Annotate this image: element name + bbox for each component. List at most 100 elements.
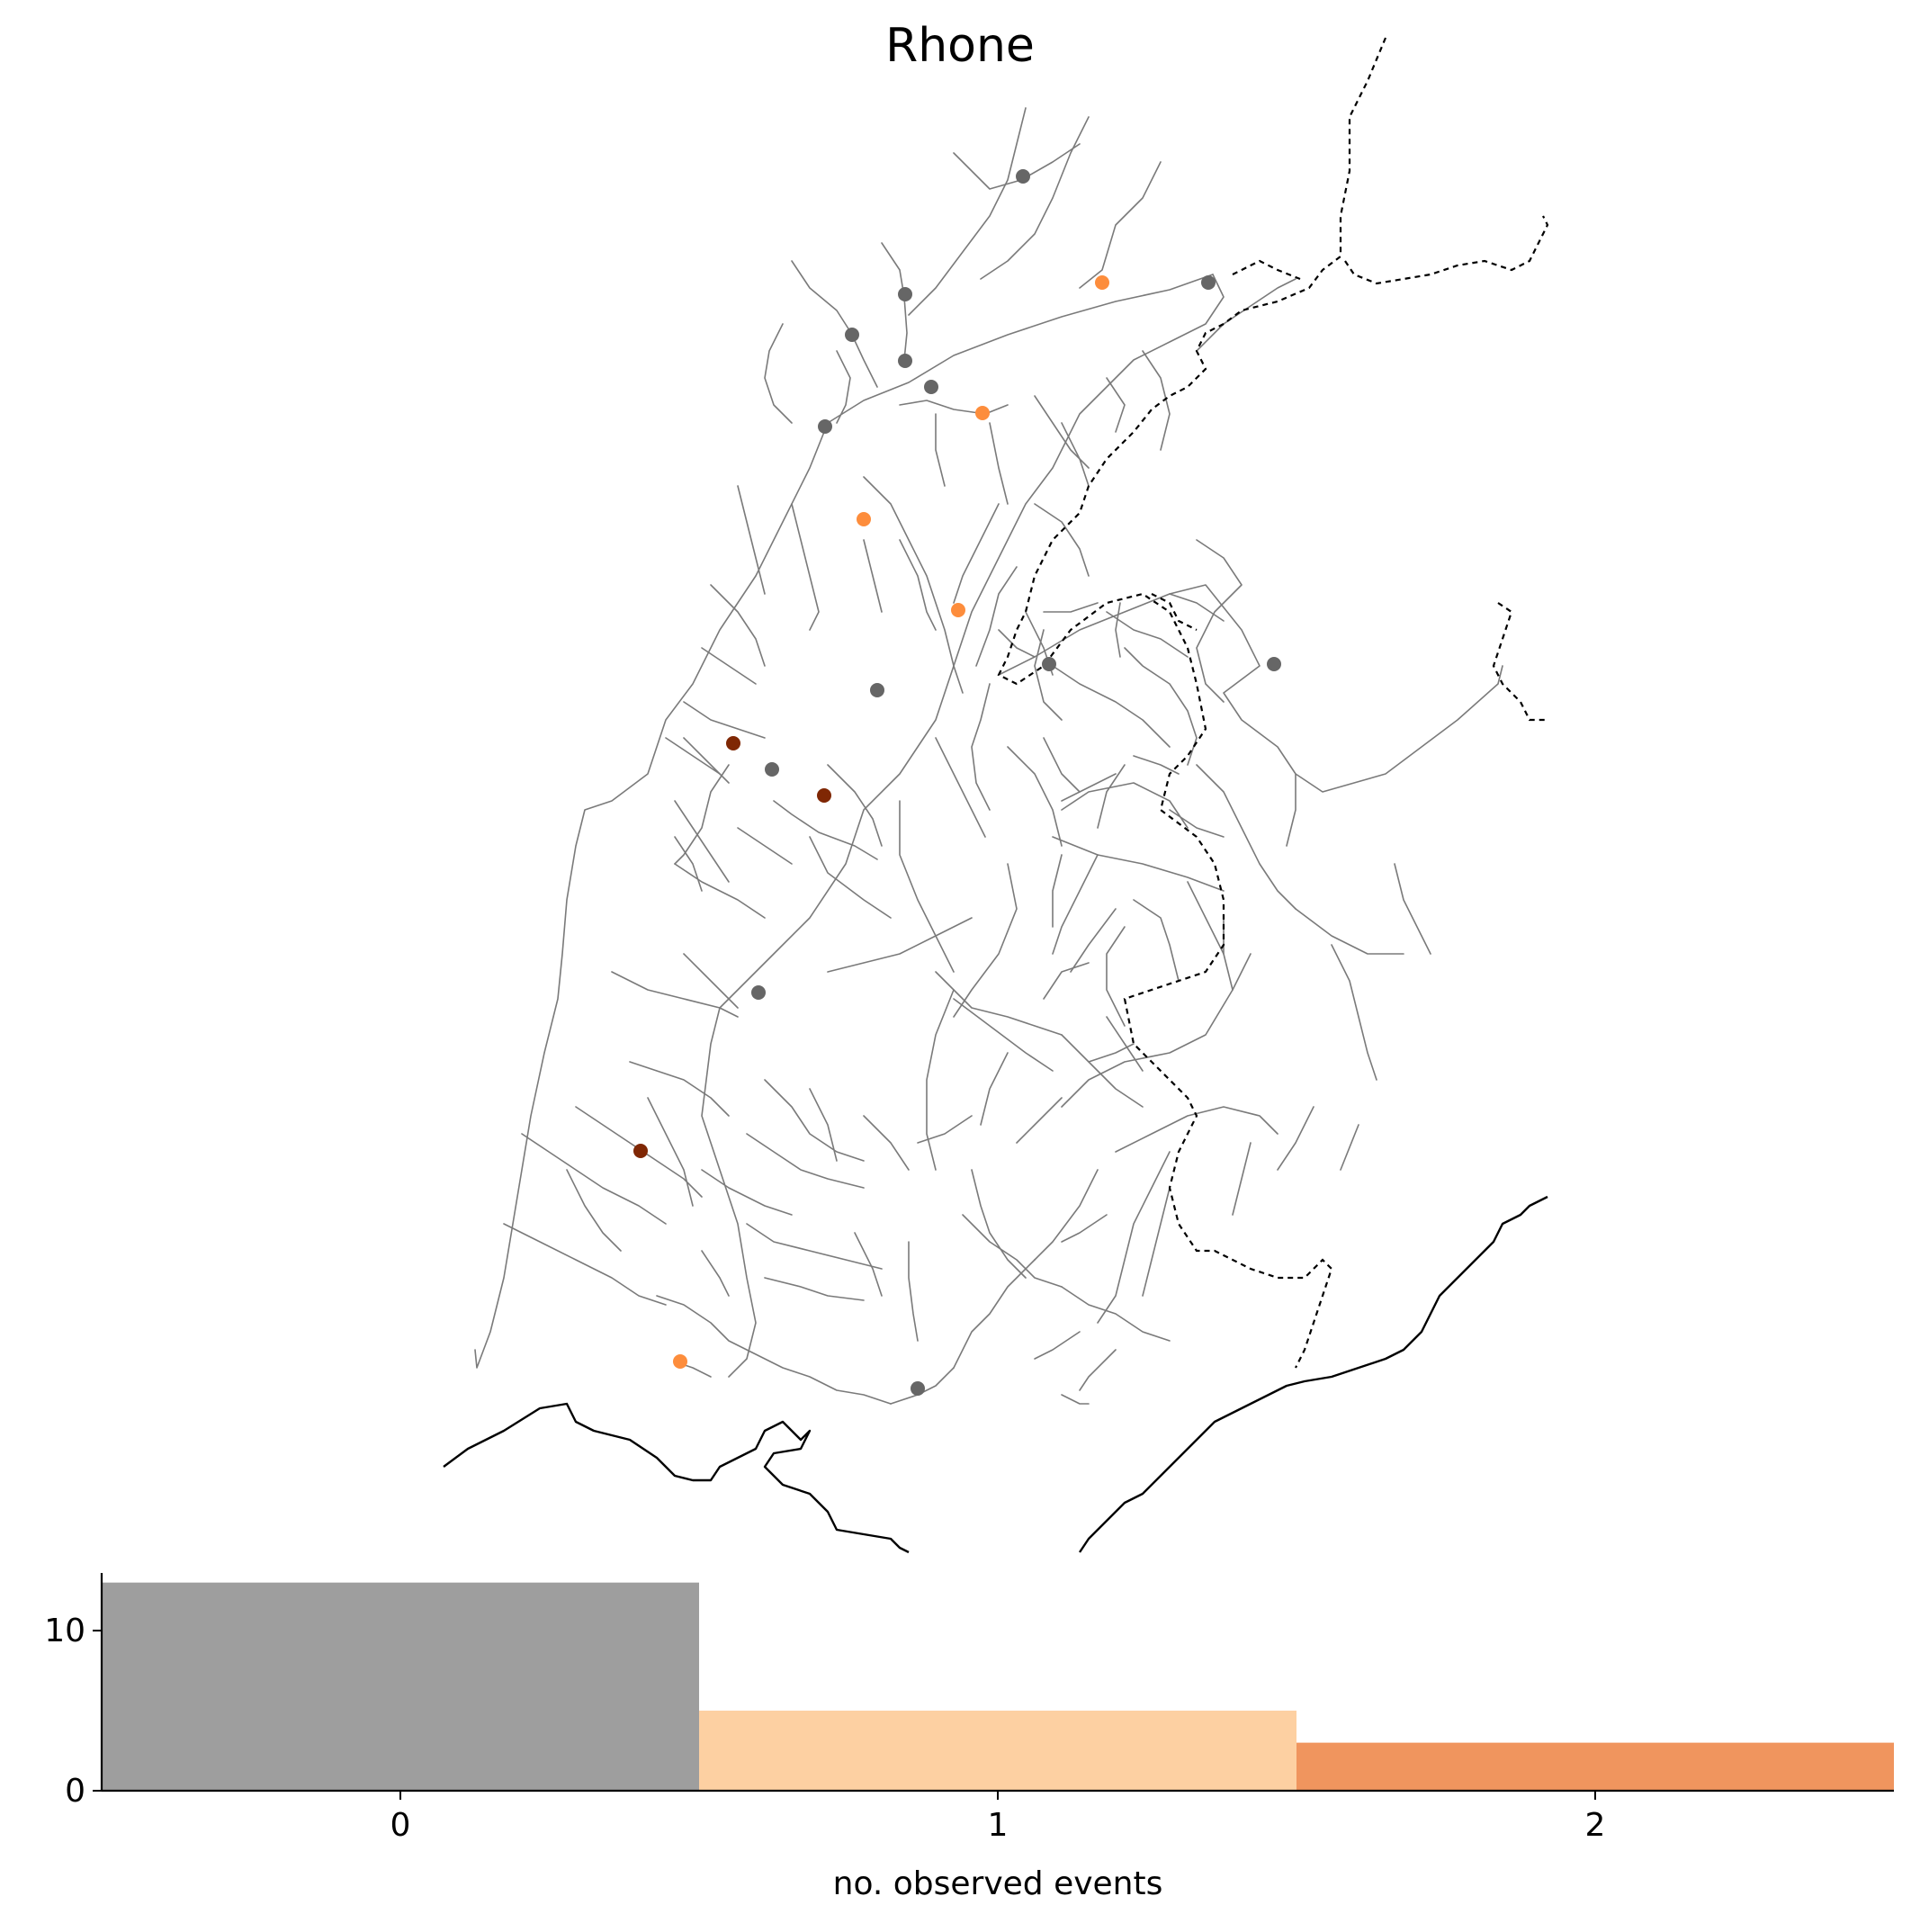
- river-branch: [953, 503, 1000, 604]
- river-branch: [521, 1133, 667, 1225]
- river-branch: [1106, 377, 1126, 433]
- histogram-bar-0: [102, 1582, 699, 1791]
- station-marker-0-events: [845, 328, 859, 342]
- river-branch: [1061, 1214, 1108, 1243]
- river-branch: [1277, 1106, 1314, 1171]
- river-branch: [935, 413, 946, 487]
- river-branch: [791, 503, 820, 631]
- river-branch: [998, 584, 1503, 793]
- river-branch: [1232, 953, 1252, 991]
- river-branch: [1034, 395, 1090, 469]
- river-branch: [1340, 1124, 1359, 1171]
- river-branch: [980, 116, 1090, 280]
- river-branch: [1232, 1142, 1252, 1216]
- river-branch: [1286, 773, 1296, 847]
- river-branch: [863, 1115, 910, 1171]
- x-ticks: 0 1 2: [390, 1791, 1605, 1844]
- river-branch: [1097, 764, 1126, 829]
- river-branch: [1034, 1169, 1099, 1261]
- river-branch: [1088, 1043, 1135, 1063]
- y-tick-label: 0: [65, 1773, 85, 1810]
- river-branch: [1061, 1394, 1090, 1405]
- river-branch: [611, 971, 739, 1018]
- river-branch: [917, 1115, 973, 1144]
- river-branch: [1034, 1331, 1081, 1360]
- x-axis-label: no. observed events: [833, 1865, 1163, 1902]
- river-branch: [773, 800, 878, 860]
- station-marker-0-events: [1016, 169, 1030, 184]
- river-branch: [1115, 1106, 1279, 1153]
- river-branch: [1133, 899, 1180, 982]
- station-marker-0-events: [870, 683, 884, 697]
- river-branch: [890, 1367, 955, 1405]
- station-marker-0-events: [751, 985, 766, 1000]
- river-branch: [566, 1169, 622, 1252]
- river-branch: [971, 683, 991, 811]
- river-branch: [737, 485, 766, 595]
- river-branch: [863, 476, 964, 694]
- river-branch: [863, 539, 883, 613]
- x-tick-label: 1: [988, 1807, 1009, 1844]
- river-branch: [1079, 1349, 1117, 1391]
- station-marker-0-events: [898, 354, 912, 368]
- national-border: [1344, 215, 1549, 285]
- histogram-bar-1: [699, 1711, 1296, 1791]
- river-branch: [701, 647, 757, 685]
- river-branch: [899, 400, 1009, 415]
- national-border: [1492, 602, 1548, 722]
- station-marker-1-events: [673, 1354, 687, 1369]
- river-branch: [647, 1097, 694, 1207]
- rhone-main-stem: [474, 274, 1214, 1378]
- river-branch: [1169, 593, 1225, 622]
- river-branch: [881, 242, 908, 361]
- y-tick-label: 10: [44, 1613, 85, 1649]
- mediterranean-coastline: [443, 1195, 1548, 1554]
- station-marker-0-events: [765, 762, 779, 777]
- river-branch: [701, 1250, 730, 1297]
- gauging-stations: [633, 169, 1281, 1396]
- river-branch: [764, 1079, 865, 1162]
- station-marker-1-events: [857, 512, 871, 526]
- station-marker-0-events: [1267, 657, 1281, 671]
- river-branch: [953, 143, 1081, 190]
- river-branch: [1394, 863, 1431, 955]
- river-branch: [1061, 881, 1234, 1108]
- river-branch: [1097, 1151, 1171, 1324]
- river-branch: [1070, 908, 1117, 973]
- river-branch: [683, 701, 766, 739]
- river-branch: [1133, 755, 1180, 775]
- station-marker-1-events: [975, 406, 990, 420]
- river-branch: [1052, 665, 1171, 748]
- histogram-bars: [102, 1582, 1894, 1791]
- river-branch: [998, 629, 1036, 658]
- river-branch: [1196, 278, 1296, 352]
- river-branch: [809, 836, 892, 919]
- river-branch: [1061, 782, 1189, 829]
- river-branch: [701, 1169, 793, 1216]
- event-histogram: 0 10 0 1 2 no. observed events: [44, 1573, 1894, 1902]
- river-branch: [1142, 350, 1171, 451]
- river-branch: [935, 971, 1063, 1036]
- river-branch: [935, 737, 986, 838]
- river-branch: [1007, 746, 1063, 847]
- river-branch: [674, 863, 766, 919]
- river-branch: [665, 737, 721, 775]
- river-branch: [701, 274, 1225, 1378]
- station-marker-0-events: [818, 419, 832, 434]
- river-branch: [683, 953, 739, 1009]
- river-branch: [953, 1259, 1036, 1369]
- national-border: [1151, 593, 1198, 631]
- river-branch: [1106, 611, 1189, 658]
- river-branch: [1124, 647, 1198, 766]
- station-marker-0-events: [898, 287, 912, 301]
- x-tick-label: 0: [390, 1807, 411, 1844]
- river-branch: [674, 764, 730, 865]
- river-branch: [791, 260, 878, 388]
- y-ticks: 0 10: [44, 1613, 102, 1810]
- river-branch: [1043, 737, 1081, 793]
- river-branch: [1052, 854, 1063, 928]
- river-branch: [908, 1241, 919, 1342]
- river-branch: [836, 350, 851, 424]
- river-branch: [674, 836, 703, 892]
